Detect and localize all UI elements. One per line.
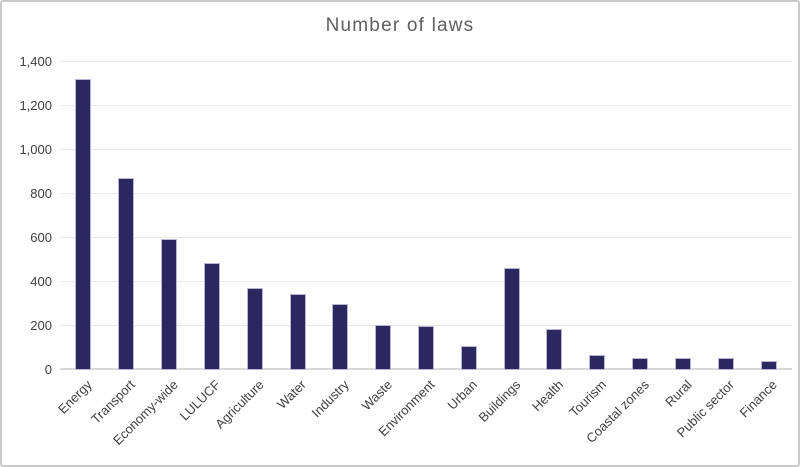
gridline <box>60 325 792 326</box>
bar-transport <box>118 177 135 370</box>
y-tick-label: 1,200 <box>19 98 52 113</box>
bar-waste <box>375 325 392 370</box>
x-tick-label-urban: Urban <box>444 377 481 413</box>
x-tick-label-rural: Rural <box>661 377 695 410</box>
bar-environment <box>418 326 434 370</box>
y-tick-label: 600 <box>30 230 52 245</box>
x-tick-label-tourism: Tourism <box>566 377 609 420</box>
x-tick-label-buildings: Buildings <box>475 377 524 425</box>
bar-industry <box>332 304 349 370</box>
y-tick-label: 1,000 <box>19 142 52 157</box>
y-tick-label: 400 <box>30 274 52 289</box>
bar-energy <box>75 78 92 370</box>
gridline <box>60 281 792 282</box>
y-tick-label: 0 <box>44 362 52 377</box>
gridline <box>60 237 792 238</box>
bar-buildings <box>503 267 520 370</box>
gridline <box>60 61 792 62</box>
x-tick-label-health: Health <box>528 377 567 415</box>
x-tick-label-water: Water <box>274 377 310 412</box>
bar-rural <box>674 358 691 370</box>
x-tick-label-finance: Finance <box>736 377 781 421</box>
bar-coastal-zones <box>632 358 649 370</box>
chart-title: Number of laws <box>325 15 475 36</box>
bar-agriculture <box>246 287 263 370</box>
bar-finance <box>760 361 777 370</box>
x-tick-label-waste: Waste <box>358 377 395 414</box>
bar-urban <box>460 345 477 370</box>
bar-tourism <box>589 354 606 370</box>
bar-public-sector <box>717 358 734 370</box>
bar-lulucf <box>203 263 220 370</box>
gridline <box>60 149 792 150</box>
gridline <box>60 193 792 194</box>
x-tick-label-energy: Energy <box>55 377 96 417</box>
bar-economy-wide <box>161 239 178 370</box>
bar-water <box>289 294 306 370</box>
y-tick-label: 1,400 <box>19 54 52 69</box>
bar-health <box>546 329 563 370</box>
x-tick-label-industry: Industry <box>308 377 352 421</box>
y-tick-label: 200 <box>30 318 52 333</box>
y-tick-label: 800 <box>30 186 52 201</box>
gridline <box>60 105 792 106</box>
